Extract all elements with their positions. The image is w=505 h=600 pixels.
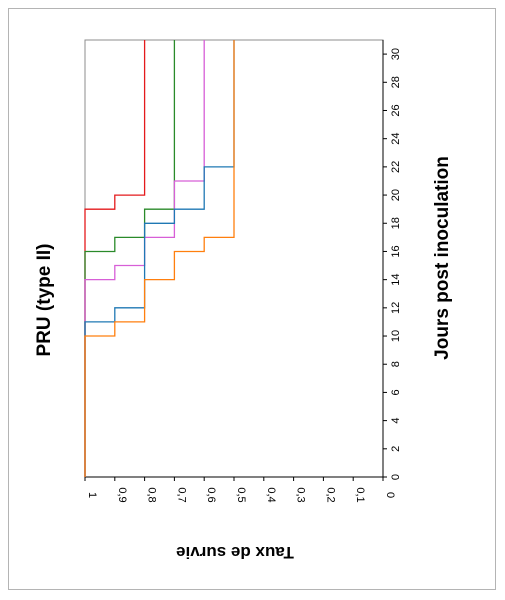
x-tick-label: 4 — [390, 418, 402, 424]
series-line-4 — [84, 40, 235, 477]
x-tick-label: 6 — [390, 389, 402, 395]
x-tick-label: 10 — [390, 330, 402, 342]
y-tick-label: 0,2 — [324, 487, 336, 502]
y-tick-label: 0,3 — [295, 487, 307, 502]
x-tick-label: 30 — [390, 48, 402, 60]
series-line-1 — [84, 40, 146, 477]
y-tick-label: 0 — [384, 492, 396, 498]
y-tick-label: 0,8 — [146, 487, 158, 502]
x-tick-label: 2 — [390, 446, 402, 452]
x-tick-label: 16 — [390, 245, 402, 257]
y-tick-label: 0,1 — [354, 487, 366, 502]
series-line-5 — [84, 40, 235, 477]
y-axis-ticks: 0 0,1 0,2 0,3 0,4 0,5 0,6 0,7 0,8 0,9 1 — [84, 477, 396, 503]
series-line-2 — [84, 40, 176, 477]
y-tick-label: 0,6 — [205, 487, 217, 502]
x-tick-label: 0 — [390, 474, 402, 480]
y-tick-label: 0,4 — [265, 487, 277, 502]
y-tick-label: 0,5 — [235, 487, 247, 502]
y-tick-label: 0,9 — [116, 487, 128, 502]
chart-frame — [8, 8, 496, 590]
chart-title: PRU (type II) — [34, 244, 55, 357]
y-tick-label: 0,7 — [175, 487, 187, 502]
x-tick-label: 22 — [390, 161, 402, 173]
x-tick-label: 20 — [390, 189, 402, 201]
y-axis-label: Taux de survie — [176, 543, 294, 562]
y-tick-label: 1 — [86, 492, 98, 498]
x-tick-label: 24 — [390, 133, 402, 145]
x-axis-label: Jours post inoculation — [432, 156, 453, 360]
x-tick-label: 8 — [390, 361, 402, 367]
series-group — [84, 40, 235, 477]
x-tick-label: 12 — [390, 302, 402, 314]
x-tick-label: 26 — [390, 104, 402, 116]
x-tick-label: 28 — [390, 76, 402, 88]
x-tick-label: 18 — [390, 217, 402, 229]
x-tick-label: 14 — [390, 274, 402, 286]
